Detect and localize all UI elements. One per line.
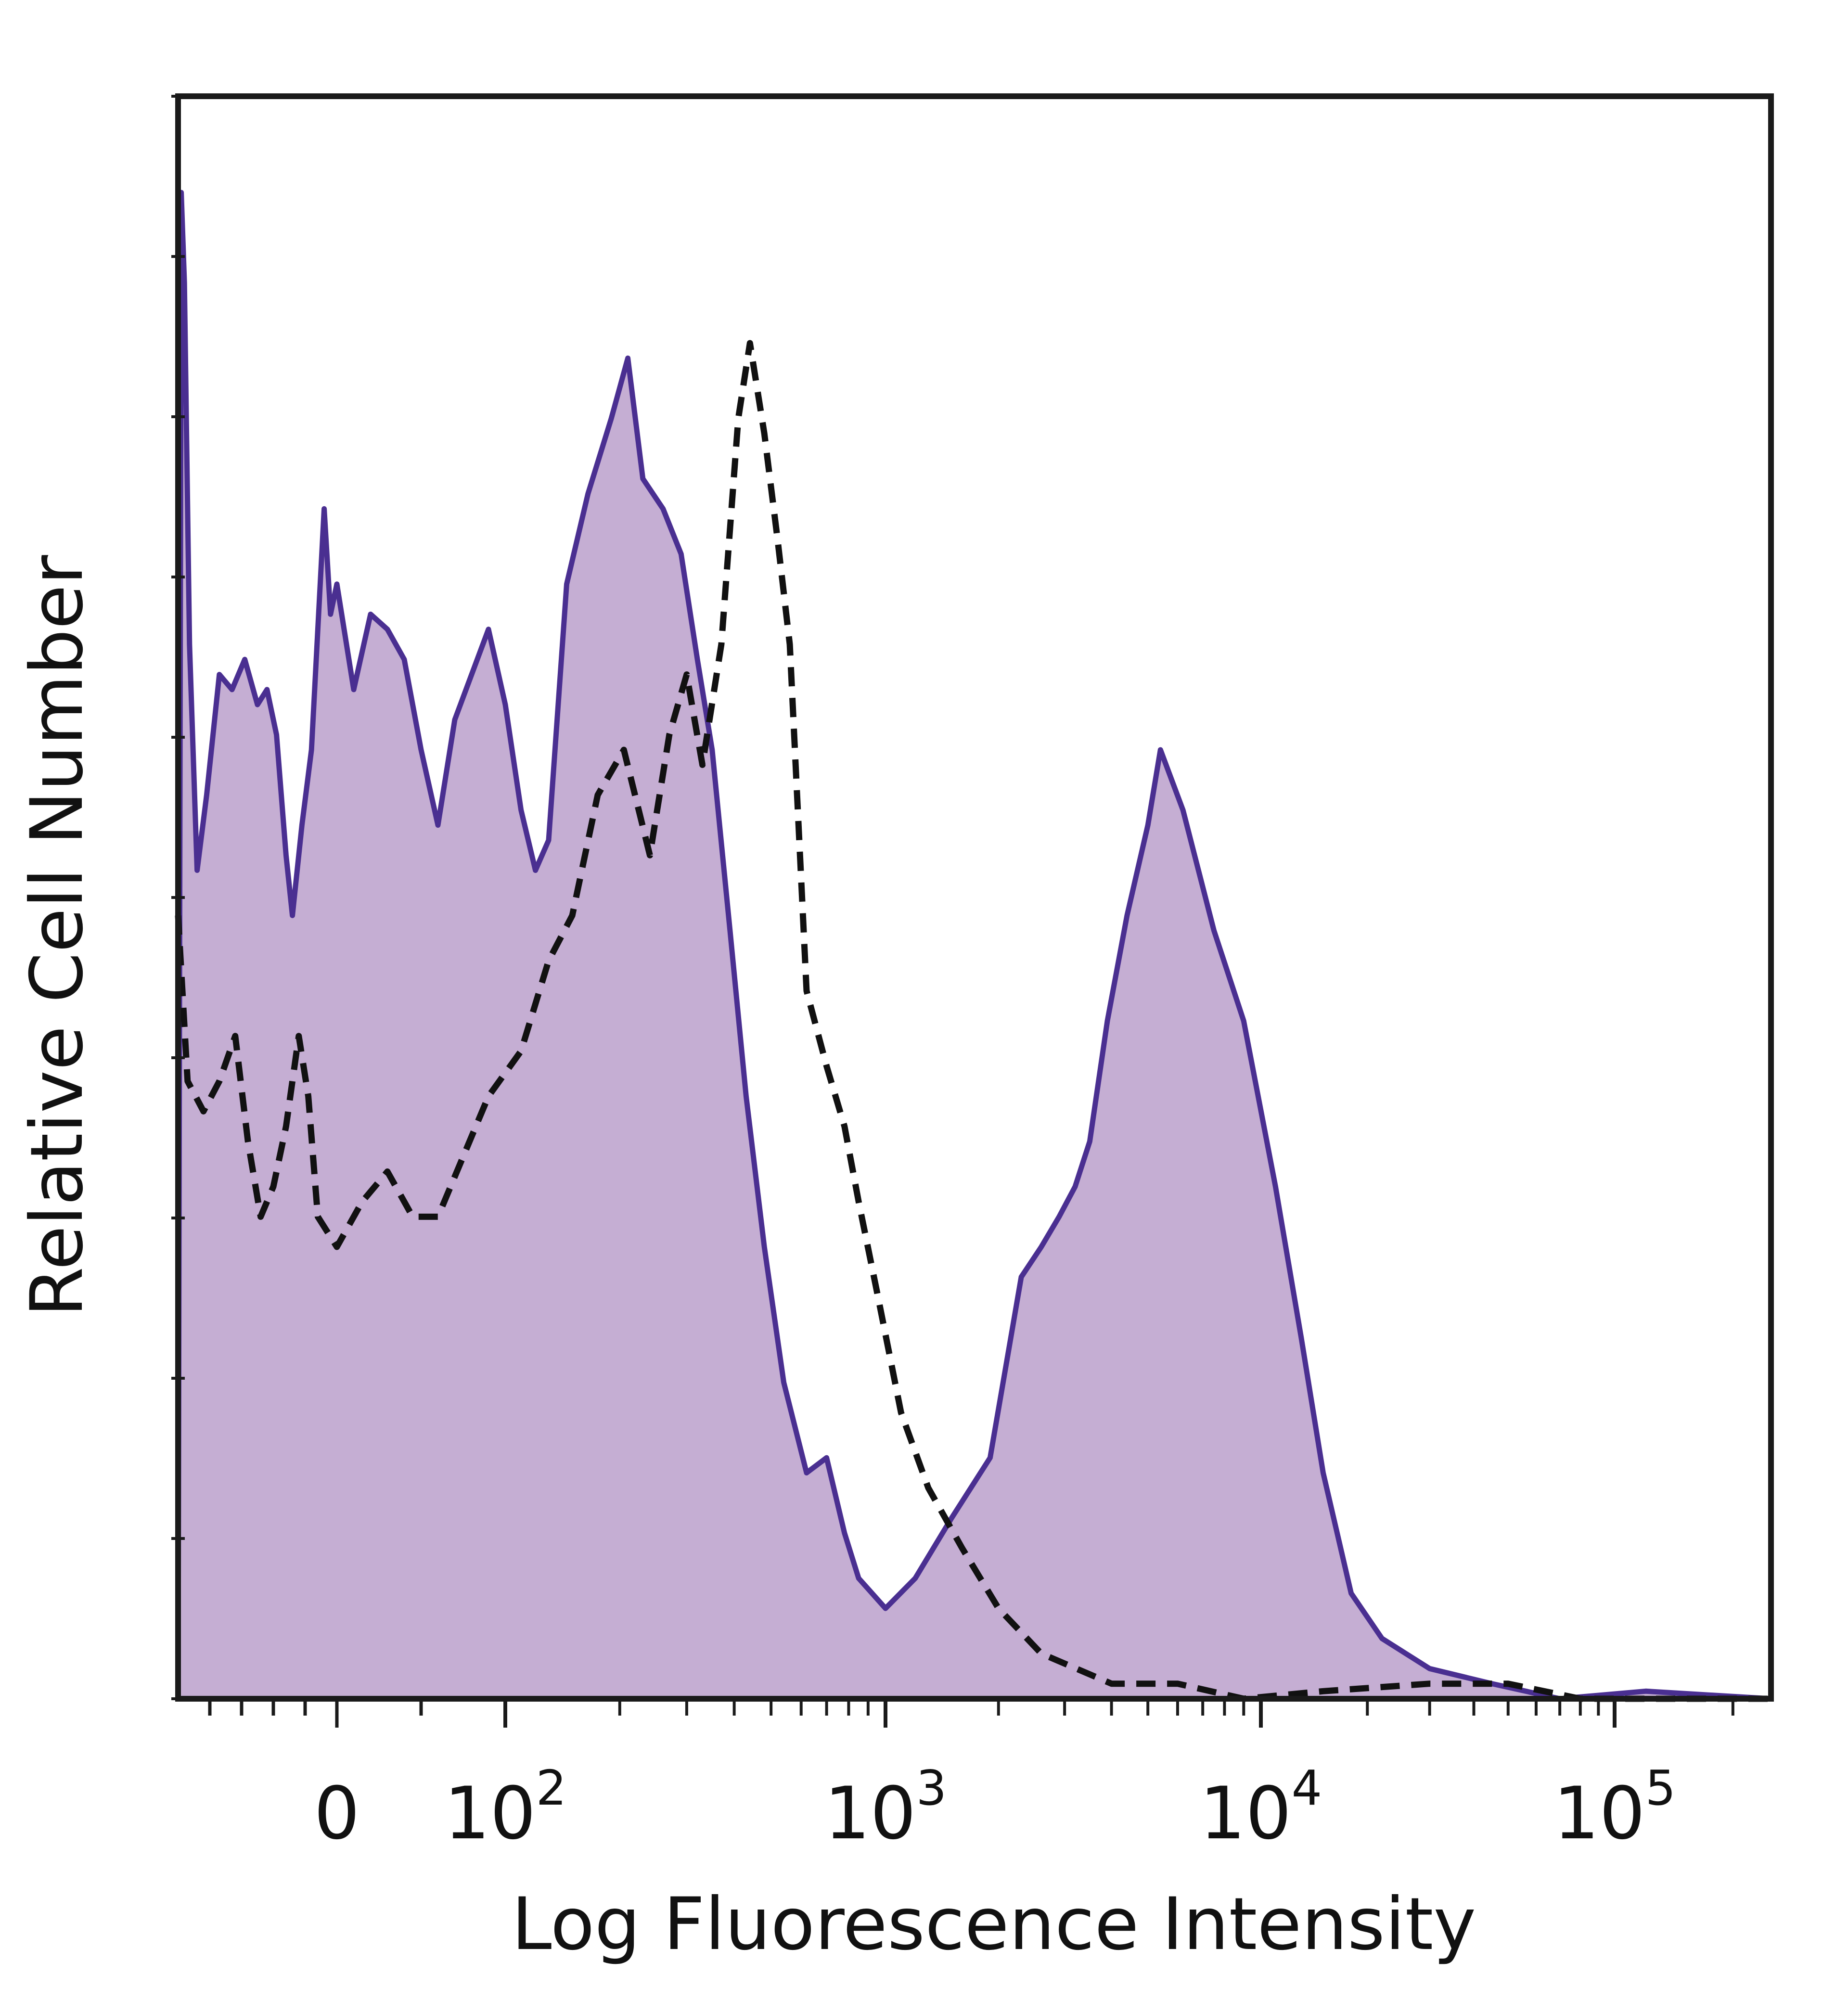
x-axis-ticks [171,95,1734,1728]
x-axis-title: Log Fluorescence Intensity [512,1883,1476,1966]
x-tick-label: 103 [824,1760,947,1856]
y-axis-title: Relative Cell Number [15,555,99,1317]
x-tick-label: 104 [1200,1760,1322,1856]
x-axis-tick-labels: 0 102 103 104 105 [314,1760,1676,1856]
stained-histogram-outline [175,190,1771,1702]
x-tick-label: 102 [444,1760,567,1856]
stained-histogram-fill [178,192,1771,1699]
control-histogram-dashed-line [175,340,1771,1702]
plot-area [175,190,1771,1702]
x-tick-label: 0 [314,1772,359,1856]
x-tick-label: 105 [1553,1760,1676,1856]
